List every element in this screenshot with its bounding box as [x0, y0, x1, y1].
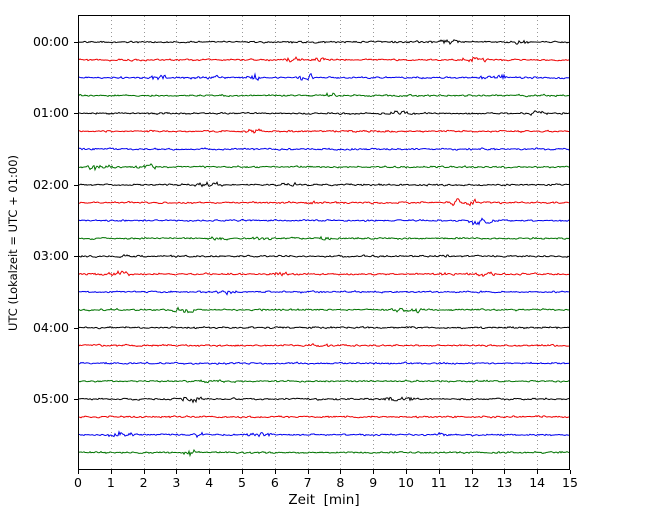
x-tick-label: 14 — [529, 475, 546, 490]
x-tick-label: 13 — [496, 475, 513, 490]
y-tick-label: 01:00 — [32, 105, 69, 121]
x-axis-label: Zeit [min] — [288, 492, 360, 508]
x-tick-label: 15 — [562, 475, 578, 490]
y-axis-label: UTC (Lokalzeit = UTC + 01:00) — [6, 154, 20, 331]
x-tick-label: 5 — [238, 475, 246, 490]
x-tick-label: 9 — [369, 475, 378, 490]
x-tick-label: 0 — [74, 475, 82, 490]
x-tick-label: 12 — [463, 475, 480, 490]
x-tick-label: 4 — [205, 475, 214, 490]
x-tick-label: 7 — [303, 475, 312, 490]
y-tick-label: 03:00 — [32, 247, 69, 263]
x-tick-label: 1 — [106, 475, 115, 490]
x-tick-label: 6 — [270, 475, 279, 490]
x-tick-label: 3 — [172, 475, 181, 490]
x-tick-label: 10 — [398, 475, 414, 490]
y-tick-label: 00:00 — [32, 33, 69, 49]
x-tick-label: 11 — [430, 475, 447, 490]
y-tick-label: 05:00 — [32, 390, 69, 406]
x-tick-label: 8 — [336, 475, 345, 490]
y-tick-label: 02:00 — [32, 176, 69, 192]
x-tick-label: 2 — [139, 475, 148, 490]
y-tick-label: 04:00 — [32, 319, 69, 335]
